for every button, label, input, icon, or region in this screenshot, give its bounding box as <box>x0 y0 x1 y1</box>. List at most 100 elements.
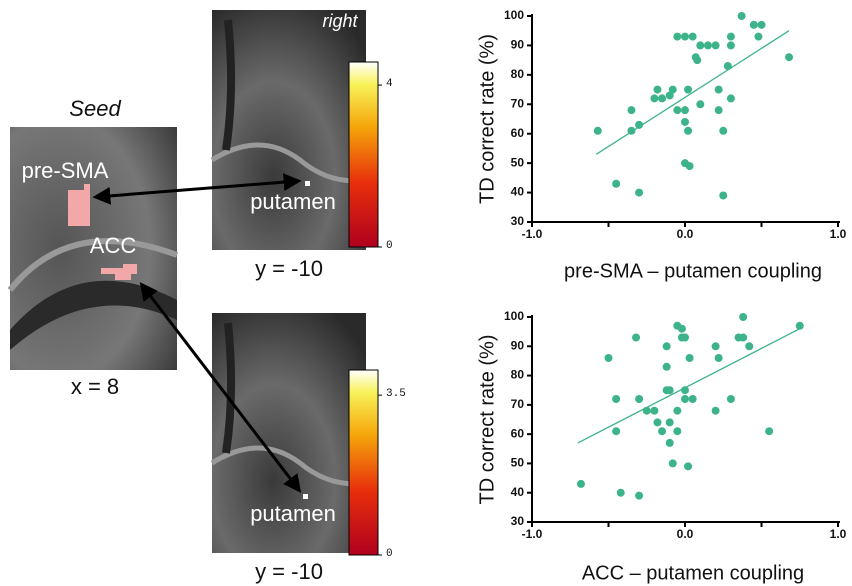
scatter-point <box>673 427 681 435</box>
activation <box>305 181 310 186</box>
scatter-point <box>712 342 720 350</box>
roi-pre-sma <box>68 184 90 226</box>
coord-label: x = 8 <box>71 374 119 399</box>
scatter-point <box>669 459 677 467</box>
y-tick-label: 30 <box>511 214 525 228</box>
colorbar <box>349 370 378 555</box>
figure: Seed pre-SMA ACC x = 8 rightputameny = -… <box>0 0 852 586</box>
scatter-point <box>754 33 762 41</box>
scatter-point <box>612 395 620 403</box>
scatter-point <box>681 33 689 41</box>
scatter-point <box>666 418 674 426</box>
scatter-point <box>605 354 613 362</box>
scatter-point <box>719 192 727 200</box>
colorbar-tick-label: 4 <box>386 78 393 90</box>
y-tick-label: 50 <box>511 456 525 470</box>
y-tick-label: 30 <box>511 514 525 528</box>
scatter-point <box>684 127 692 135</box>
scatter-point <box>658 427 666 435</box>
scatter-point <box>681 334 689 342</box>
scatter-point <box>796 322 804 330</box>
scatter-point <box>666 386 674 394</box>
y-tick-label: 100 <box>504 8 524 22</box>
coord-label: y = -10 <box>255 559 323 584</box>
scatter-point <box>632 334 640 342</box>
y-tick-label: 80 <box>511 368 525 382</box>
x-tick-label: 1.0 <box>830 227 847 241</box>
scatter-point <box>750 21 758 29</box>
scatter-point <box>696 41 704 49</box>
orientation-label: right <box>322 11 358 31</box>
x-axis-title: ACC – putamen coupling <box>582 562 804 584</box>
scatter-point <box>673 33 681 41</box>
scatter-point <box>758 21 766 29</box>
scatter-point <box>673 407 681 415</box>
colorbar-tick-label: 3.5 <box>386 388 406 400</box>
y-tick-label: 90 <box>511 38 525 52</box>
scatter-point <box>785 53 793 61</box>
coronal-image <box>212 10 366 250</box>
scatter-point <box>666 439 674 447</box>
roi-label: ACC <box>90 233 137 258</box>
scatter-point <box>669 86 677 94</box>
scatter-point <box>745 342 753 350</box>
y-tick-label: 60 <box>511 426 525 440</box>
trend-line <box>578 329 800 443</box>
scatter-point <box>715 354 723 362</box>
scatter-point <box>663 363 671 371</box>
roi-label: pre-SMA <box>22 158 109 183</box>
scatter-point <box>673 106 681 114</box>
coord-label: y = -10 <box>255 256 323 281</box>
scatter-point <box>681 118 689 126</box>
scatter-point <box>612 180 620 188</box>
region-label: putamen <box>250 189 336 214</box>
scatter-point <box>696 100 704 108</box>
y-axis-title: TD correct rate (%) <box>476 34 498 204</box>
scatter-point <box>738 12 746 20</box>
scatter-point <box>715 86 723 94</box>
y-tick-label: 90 <box>511 338 525 352</box>
scatter-point <box>739 334 747 342</box>
scatter-point <box>635 395 643 403</box>
scatter-point <box>724 62 732 70</box>
y-tick-label: 80 <box>511 67 525 81</box>
y-tick-label: 70 <box>511 397 525 411</box>
scatter-point <box>681 395 689 403</box>
y-tick-label: 40 <box>511 485 525 499</box>
scatter-point <box>727 94 735 102</box>
scatter-point <box>627 127 635 135</box>
x-tick-label: 1.0 <box>830 527 847 541</box>
y-tick-label: 50 <box>511 155 525 169</box>
trend-line <box>596 31 789 155</box>
scatter-point <box>727 395 735 403</box>
scatter-point <box>681 106 689 114</box>
y-tick-label: 40 <box>511 185 525 199</box>
scatter-point <box>635 492 643 500</box>
y-tick-label: 100 <box>504 309 524 323</box>
scatter-point <box>650 94 658 102</box>
x-tick-label: -1.0 <box>522 527 543 541</box>
scatter-point <box>678 325 686 333</box>
region-label: putamen <box>250 501 336 526</box>
scatter-point <box>681 386 689 394</box>
x-tick-label: 0.0 <box>677 527 694 541</box>
scatter-point <box>719 127 727 135</box>
scatter-point <box>663 342 671 350</box>
x-tick-label: 0.0 <box>677 227 694 241</box>
colorbar <box>349 62 378 247</box>
scatter-point <box>617 489 625 497</box>
y-axis-title: TD correct rate (%) <box>476 334 498 504</box>
y-tick-label: 70 <box>511 96 525 110</box>
scatter-point <box>635 121 643 129</box>
scatter-point <box>627 106 635 114</box>
scatter-point <box>635 189 643 197</box>
scatter-point <box>689 33 697 41</box>
scatter-point <box>727 41 735 49</box>
scatter-point <box>712 407 720 415</box>
scatter-point <box>686 354 694 362</box>
scatter-point <box>693 56 701 64</box>
scatter-point <box>765 427 773 435</box>
scatter-point <box>686 162 694 170</box>
scatter-point <box>684 86 692 94</box>
scatter-point <box>594 127 602 135</box>
